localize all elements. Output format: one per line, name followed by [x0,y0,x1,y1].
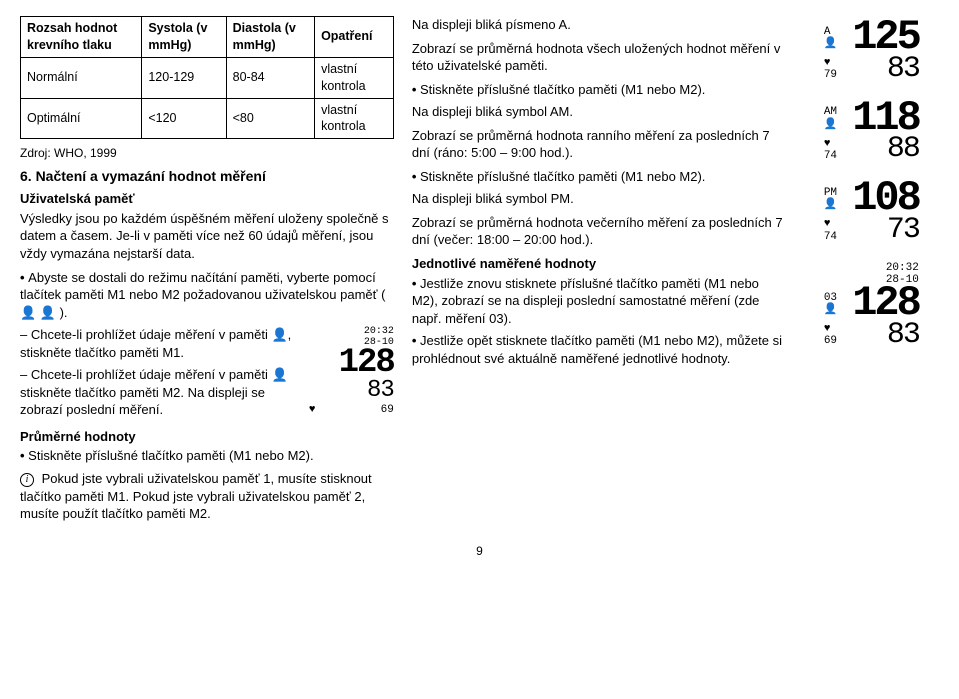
heart-icon: ♥ [824,218,844,230]
lcd-sys: 128 [852,286,919,322]
lcd-dia: 83 [887,322,919,349]
inline-lcd-display: 20:32 28-10 128 83 ♥ 69 [309,326,394,417]
lcd-pulse: 74 [824,231,844,243]
info-paragraph: i Pokud jste vybrali uživatelskou paměť … [20,470,394,523]
th-range: Rozsah hodnot krevního tlaku [21,17,142,58]
lcd-sys: 108 [852,181,919,217]
list-item: Jestliže znovu stisknete příslušné tlačí… [412,275,786,328]
averages-list: Stiskněte příslušné tlačítko paměti (M1 … [20,447,394,465]
page: Rozsah hodnot krevního tlaku Systola (v … [20,16,939,529]
avg-evening-p: Zobrazí se průměrná hodnota večerního mě… [412,214,786,249]
blink-pm: Na displeji bliká symbol PM. [412,190,786,208]
heart-icon: ♥ [824,57,844,69]
user-memory-heading: Uživatelská paměť [20,190,394,208]
mode-icon: 03 [824,292,844,304]
person-icon: 👤 [824,199,844,211]
blink-a: Na displeji bliká písmeno A. [412,16,786,34]
lcd-display-4: 20:32 28-10 03 👤 128 ♥ 69 83 [824,262,919,349]
th-action: Opatření [315,17,394,58]
left-column: Rozsah hodnot krevního tlaku Systola (v … [20,16,394,529]
info-icon: i [20,473,34,487]
list-item: Stiskněte příslušné tlačítko paměti (M1 … [20,447,394,465]
table-row: Optimální <120 <80 vlastní kontrola [21,98,394,139]
lcd-pulse: 69 [824,335,844,347]
table-header-row: Rozsah hodnot krevního tlaku Systola (v … [21,17,394,58]
avg-morning-p: Zobrazí se průměrná hodnota ranního měře… [412,127,786,162]
lcd-dia: 83 [309,379,394,403]
press-list-2: Stiskněte příslušné tlačítko paměti (M1 … [412,168,786,186]
th-systola: Systola (v mmHg) [142,17,226,58]
person-icon: 👤 [824,38,844,50]
mode-icon: PM [824,187,844,199]
table-source: Zdroj: WHO, 1999 [20,145,394,161]
lcd-dia: 88 [887,136,919,163]
lcd-sys: 125 [852,20,919,56]
middle-column: Na displeji bliká písmeno A. Zobrazí se … [412,16,786,529]
averages-heading: Průměrné hodnoty [20,428,394,446]
lcd-dia: 83 [887,56,919,83]
lcd-display-3: PM 👤 108 ♥ 74 73 [824,181,919,244]
lcd-pulse: 74 [824,150,844,162]
mode-icon: AM [824,106,844,118]
avg-all-p: Zobrazí se průměrná hodnota všech uložen… [412,40,786,75]
lcd-pulse: 69 [381,403,394,418]
lcd-time: 20:32 [309,326,394,337]
table-row: Normální 120-129 80-84 vlastní kontrola [21,57,394,98]
page-number: 9 [20,543,939,559]
user-memory-paragraph: Výsledky jsou po každém úspěšném měření … [20,210,394,263]
right-column: A 👤 125 ♥ 79 83 AM 👤 118 [804,16,939,529]
th-diastola: Diastola (v mmHg) [226,17,314,58]
blink-am: Na displeji bliká symbol AM. [412,103,786,121]
lcd-dia: 73 [887,217,919,244]
single-readings-list: Jestliže znovu stisknete příslušné tlačí… [412,275,786,368]
press-list-1: Stiskněte příslušné tlačítko paměti (M1 … [412,81,786,99]
lcd-pulse: 79 [824,69,844,81]
lcd-sys: 128 [309,348,394,379]
list-item: Abyste se dostali do režimu načítání pam… [20,269,394,322]
bp-ranges-table: Rozsah hodnot krevního tlaku Systola (v … [20,16,394,139]
list-item: Stiskněte příslušné tlačítko paměti (M1 … [412,81,786,99]
heart-icon: ♥ [309,403,316,418]
list-item: Stiskněte příslušné tlačítko paměti (M1 … [412,168,786,186]
info-text: Pokud jste vybrali uživatelskou paměť 1,… [20,471,372,521]
heart-icon: ♥ [824,323,844,335]
lcd-sys: 118 [852,101,919,137]
lcd-display-2: AM 👤 118 ♥ 74 88 [824,101,919,164]
heart-icon: ♥ [824,138,844,150]
lcd-time: 20:32 [824,262,919,274]
section-6-title: 6. Načtení a vymazání hodnot měření [20,167,394,186]
lcd-display-1: A 👤 125 ♥ 79 83 [824,20,919,83]
person-icon: 👤 [824,304,844,316]
memory-select-list: Abyste se dostali do režimu načítání pam… [20,269,394,322]
mode-icon: A [824,26,844,38]
single-readings-heading: Jednotlivé naměřené hodnoty [412,255,786,273]
list-item: Jestliže opět stisknete tlačítko paměti … [412,332,786,367]
person-icon: 👤 [824,119,844,131]
